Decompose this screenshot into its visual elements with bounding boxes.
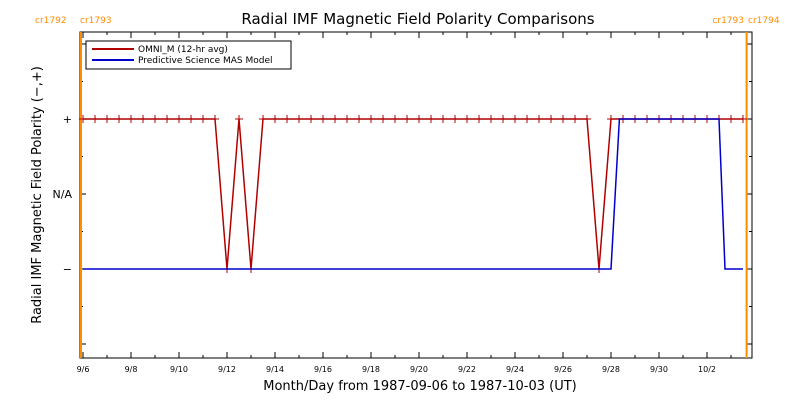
data-point xyxy=(139,115,147,123)
data-point xyxy=(475,115,483,123)
legend-box xyxy=(85,40,292,70)
data-point xyxy=(283,115,291,123)
x-axis-ticks: 9/6 9/8 9/10 9/12 9/14 9/16 9/18 9/20 9/22 9/24 9/… xyxy=(77,32,732,374)
carrington-markers xyxy=(80,32,748,358)
data-point xyxy=(415,115,423,123)
x-tick-label: 9/28 xyxy=(602,365,620,374)
data-point xyxy=(331,115,339,123)
data-point xyxy=(259,115,267,123)
data-point xyxy=(487,115,495,123)
carrington-left-label: cr1792 xyxy=(35,16,67,26)
series-line xyxy=(83,118,743,270)
legend-entry: OMNI_M (12-hr avg) xyxy=(138,45,228,55)
carrington-left-label: cr1793 xyxy=(712,16,744,26)
x-tick-label: 9/26 xyxy=(554,365,572,374)
data-point xyxy=(343,115,351,123)
data-point xyxy=(379,115,387,123)
data-point xyxy=(439,115,447,123)
data-point xyxy=(211,115,219,123)
y-axis-label: Radial IMF Magnetic Field Polarity (−,+) xyxy=(30,66,45,324)
data-point xyxy=(499,115,507,123)
data-point xyxy=(163,115,171,123)
x-tick-label: 9/16 xyxy=(314,365,332,374)
data-point xyxy=(463,115,471,123)
legend: OMNI_M (12-hr avg)Predictive Science MAS… xyxy=(85,40,292,70)
data-point xyxy=(571,115,579,123)
x-tick-label: 9/18 xyxy=(362,365,380,374)
x-axis-label: Month/Day from 1987-09-06 to 1987-10-03 … xyxy=(263,379,576,394)
x-tick-label: 9/6 xyxy=(77,365,90,374)
data-point xyxy=(451,115,459,123)
data-point xyxy=(115,115,123,123)
data-point xyxy=(295,115,303,123)
carrington-right-label: cr1793 xyxy=(80,16,112,26)
data-point xyxy=(187,115,195,123)
chart-title: Radial IMF Magnetic Field Polarity Compa… xyxy=(241,10,594,28)
data-point xyxy=(403,115,411,123)
data-point xyxy=(559,115,567,123)
data-point xyxy=(511,115,519,123)
data-point xyxy=(367,115,375,123)
data-point xyxy=(235,115,243,123)
x-tick-label: 10/2 xyxy=(698,365,716,374)
y-tick-label: − xyxy=(63,263,72,276)
carrington-right-label: cr1794 xyxy=(748,16,780,26)
data-point xyxy=(607,115,615,123)
data-point xyxy=(175,115,183,123)
data-point xyxy=(79,115,87,123)
data-point xyxy=(307,115,315,123)
data-point xyxy=(127,115,135,123)
data-point xyxy=(535,115,543,123)
x-tick-label: 9/22 xyxy=(458,365,476,374)
x-tick-label: 9/14 xyxy=(266,365,284,374)
series-layer xyxy=(79,115,747,273)
data-point xyxy=(547,115,555,123)
data-point xyxy=(391,115,399,123)
y-axis-ticks: + N/A − xyxy=(53,43,752,345)
x-tick-label: 9/10 xyxy=(170,365,188,374)
carrington-labels: cr1792 cr1793 cr1793 cr1794 xyxy=(35,16,780,26)
y-tick-label: + xyxy=(63,113,72,126)
data-point xyxy=(523,115,531,123)
x-tick-label: 9/8 xyxy=(125,365,138,374)
data-point xyxy=(583,115,591,123)
data-point xyxy=(355,115,363,123)
data-point xyxy=(427,115,435,123)
data-point xyxy=(739,115,747,123)
data-point xyxy=(151,115,159,123)
data-point xyxy=(319,115,327,123)
plot-frame xyxy=(79,31,753,359)
x-tick-label: 9/30 xyxy=(650,365,668,374)
x-tick-label: 9/24 xyxy=(506,365,524,374)
x-tick-label: 9/12 xyxy=(218,365,236,374)
data-point xyxy=(199,115,207,123)
data-point xyxy=(91,115,99,123)
data-point xyxy=(271,115,279,123)
x-tick-label: 9/20 xyxy=(410,365,428,374)
data-point xyxy=(727,115,735,123)
series-line xyxy=(83,118,743,270)
legend-entry: Predictive Science MAS Model xyxy=(138,56,273,66)
y-tick-label: N/A xyxy=(53,188,73,201)
data-point xyxy=(103,115,111,123)
